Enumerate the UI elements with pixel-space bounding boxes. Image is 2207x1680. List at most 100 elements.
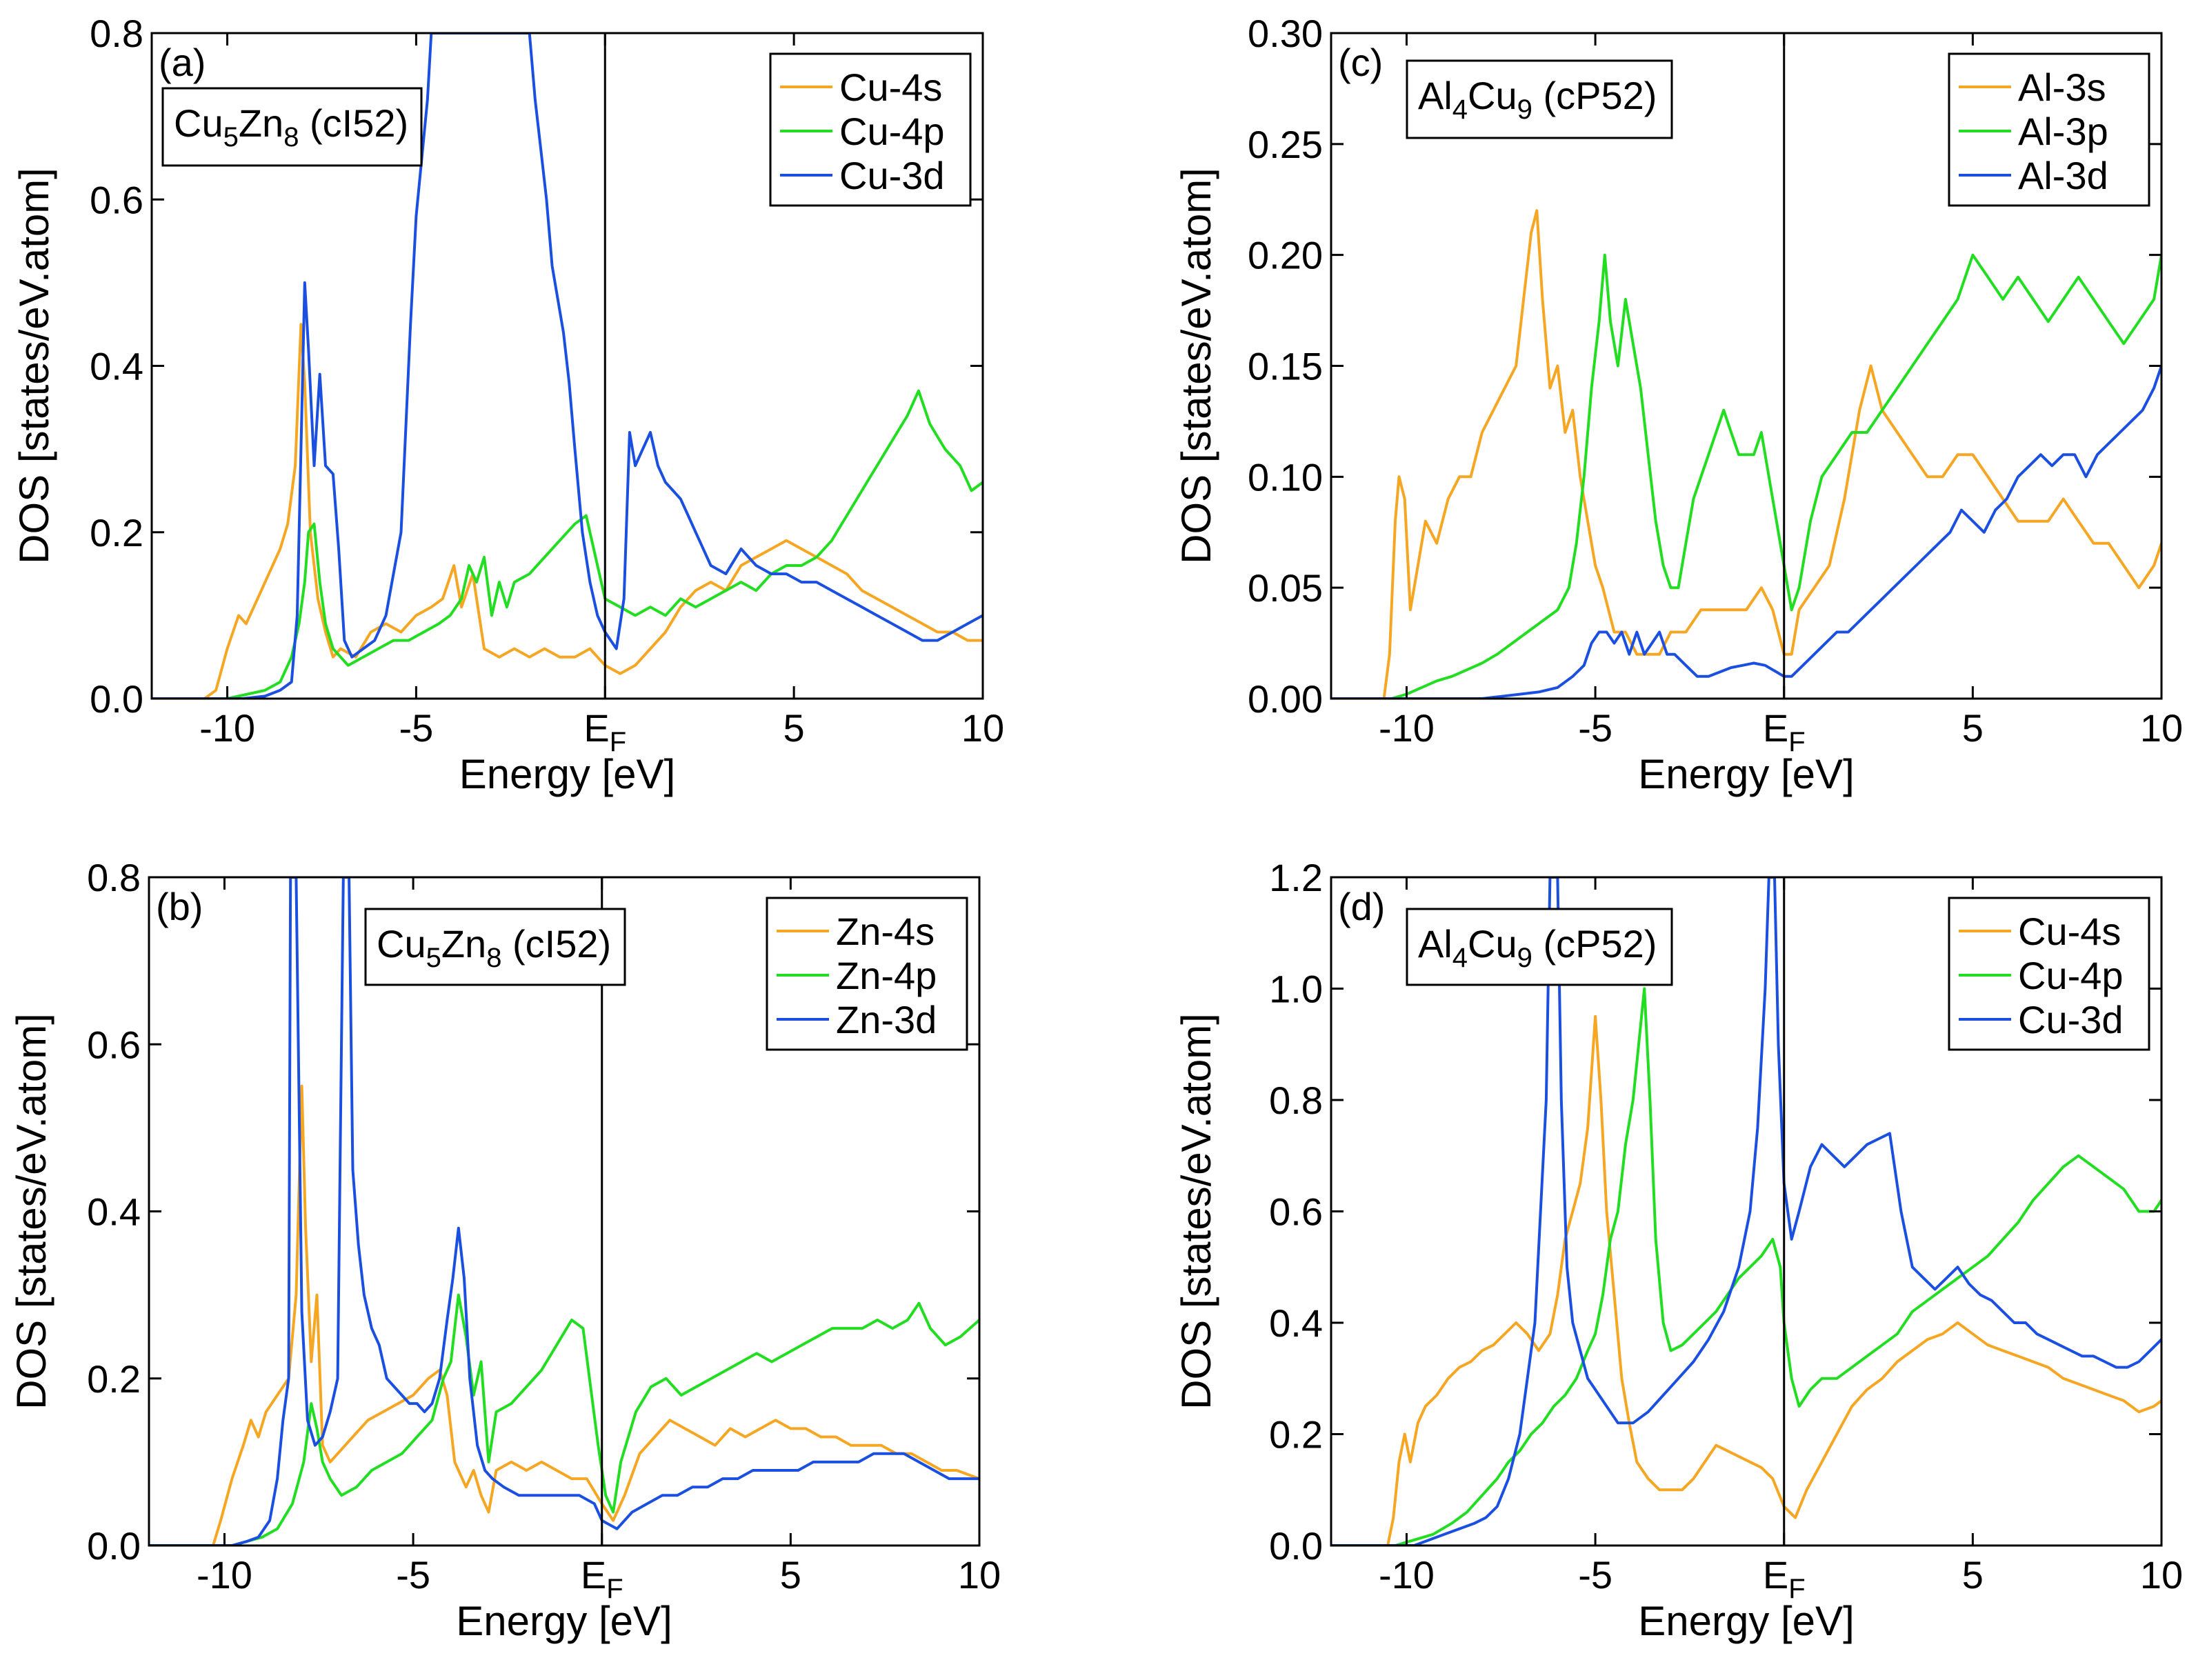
y-tick-label: 0.2 [87, 1357, 141, 1401]
y-tick-label: 0.0 [90, 677, 143, 721]
y-tick-label: 0.15 [1248, 345, 1323, 388]
compound-box [364, 908, 626, 986]
x-tick-label: -5 [396, 1553, 430, 1597]
y-tick-label: 0.6 [90, 178, 143, 221]
series-line-al-3d [1331, 365, 2161, 699]
x-tick-label: EF [583, 706, 626, 757]
panel-label: (d) [1338, 885, 1385, 928]
compound-base2: Cu [1468, 922, 1517, 966]
y-axis-label: DOS [states/eV.atom] [1173, 168, 1219, 564]
x-tick-label: EF [1763, 1553, 1806, 1604]
compound-label: Cu5Zn8 (cI52) [174, 101, 408, 152]
legend-entry: Zn-3d [836, 998, 937, 1041]
x-tick-label: 5 [1962, 706, 1984, 750]
compound-sub1: 4 [1452, 94, 1468, 125]
series-group [152, 33, 983, 699]
y-tick-label: 0.8 [1269, 1079, 1323, 1122]
y-tick-label: 1.0 [1269, 968, 1323, 1011]
compound-base2: Zn [239, 101, 283, 145]
x-tick-label: -5 [1578, 1553, 1612, 1597]
x-tick-label: -10 [1379, 706, 1435, 750]
x-tick-label: -10 [1379, 1553, 1435, 1597]
x-tick-label: 10 [2140, 1553, 2183, 1597]
series-line-cu-3d [152, 33, 983, 699]
y-tick-label: 0.4 [87, 1190, 141, 1234]
compound-base2: Cu [1468, 74, 1517, 117]
series-group [1331, 209, 2161, 699]
fermi-subscript: F [1788, 1574, 1805, 1604]
compound-base1: Al [1418, 922, 1452, 966]
compound-base1: Cu [174, 101, 223, 145]
compound-sub1: 5 [223, 122, 239, 152]
legend-entry: Cu-3d [2018, 998, 2124, 1041]
y-tick-label: 0.10 [1248, 455, 1323, 499]
x-axis-label: Energy [eV] [1638, 751, 1855, 797]
fermi-subscript: F [606, 1574, 623, 1604]
x-tick-label: -10 [197, 1553, 252, 1597]
series-line-cu-3d [1331, 877, 2161, 1546]
panel-c: -10 -5 EF 5 10 0.00 0.05 0.10 0.15 0.20 0.25 0.30 En… [1173, 12, 2183, 797]
x-axis-label: Energy [eV] [1638, 1598, 1855, 1644]
legend-entry: Cu-4p [2018, 954, 2124, 997]
compound-base1: Al [1418, 74, 1452, 117]
legend-entry: Cu-4s [2018, 910, 2121, 953]
series-line-cu-4p [152, 389, 983, 699]
compound-tail: (cP52) [1532, 74, 1657, 117]
legend-entry: Al-3d [2018, 154, 2108, 197]
compound-label: Cu5Zn8 (cI52) [377, 922, 611, 973]
x-tick-label: 5 [783, 706, 805, 750]
compound-base2: Zn [441, 922, 486, 966]
x-tick-label: 5 [780, 1553, 801, 1597]
y-tick-label: 0.4 [1269, 1301, 1323, 1345]
x-tick-label: 10 [2140, 706, 2183, 750]
y-tick-label: 0.0 [1269, 1524, 1323, 1568]
compound-sub2: 8 [486, 943, 501, 973]
y-axis-label: DOS [states/eV.atom] [1173, 1013, 1219, 1410]
x-tick-label: EF [581, 1553, 623, 1604]
x-axis-label: Energy [eV] [459, 751, 676, 797]
x-tick-label: -10 [199, 706, 255, 750]
x-tick-label: EF [1763, 706, 1806, 757]
legend-entry: Zn-4p [836, 954, 937, 997]
compound-sub2: 9 [1517, 943, 1532, 973]
panel-d: -10 -5 EF 5 10 0.0 0.2 0.4 0.6 0.8 1.0 1.2 Energy [e… [1173, 856, 2183, 1644]
y-axis-label: DOS [states/eV.atom] [8, 1013, 54, 1410]
y-tick-label: 0.2 [1269, 1413, 1323, 1457]
series-line-cu-4p [1331, 987, 2161, 1546]
legend-entry: Zn-4s [836, 910, 935, 953]
compound-sub1: 4 [1452, 943, 1468, 973]
fermi-subscript: F [1788, 727, 1805, 757]
series-line-zn-3d [149, 877, 979, 1546]
x-tick-label: 5 [1962, 1553, 1984, 1597]
series-group [1331, 877, 2161, 1546]
x-tick-label: 10 [958, 1553, 1001, 1597]
y-tick-label: 0.05 [1248, 566, 1323, 610]
y-tick-label: 0.00 [1248, 677, 1323, 721]
y-tick-label: 0.25 [1248, 123, 1323, 166]
y-tick-label: 0.30 [1248, 12, 1323, 55]
legend-entry: Cu-4s [839, 66, 942, 109]
series-line-zn-4p [149, 1293, 979, 1546]
panel-a: -10 -5 EF 5 10 0.0 0.2 0.4 0.6 0.8 Energy [eV] DOS … [11, 12, 1004, 797]
y-tick-label: 0.8 [90, 12, 143, 55]
y-tick-label: 0.6 [87, 1023, 141, 1066]
y-tick-label: 0.0 [87, 1524, 141, 1568]
x-axis-label: Energy [eV] [456, 1598, 672, 1644]
x-tick-label: -5 [399, 706, 434, 750]
compound-base1: Cu [377, 922, 426, 966]
y-axis-label: DOS [states/eV.atom] [11, 168, 57, 564]
compound-label: Al4Cu9 (cP52) [1418, 922, 1657, 973]
panel-b: -10 -5 EF 5 10 0.0 0.2 0.4 0.6 0.8 Energy [eV] DOS … [8, 856, 1001, 1644]
legend-entry: Al-3s [2018, 66, 2106, 109]
fermi-subscript: F [610, 727, 626, 757]
x-tick-label: 10 [961, 706, 1004, 750]
y-tick-label: 0.4 [90, 345, 143, 388]
legend-entry: Cu-3d [839, 154, 945, 197]
compound-label: Al4Cu9 (cP52) [1418, 74, 1657, 125]
panel-label: (b) [156, 885, 203, 928]
compound-sub2: 8 [283, 122, 299, 152]
legend-entry: Cu-4p [839, 110, 945, 153]
series-line-al-3s [1331, 209, 2161, 699]
compound-box [1406, 59, 1673, 139]
